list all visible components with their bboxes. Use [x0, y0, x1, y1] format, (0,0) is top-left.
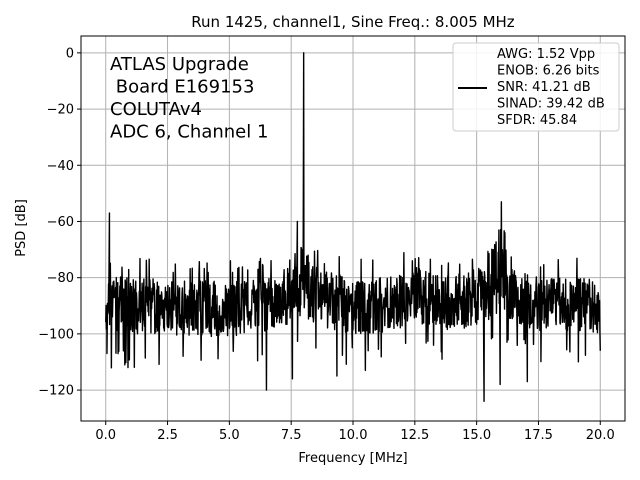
x-tick-label: 0.0 — [95, 428, 116, 443]
y-tick-label: −80 — [47, 271, 74, 286]
y-tick-label: −20 — [47, 103, 74, 118]
chart-title: Run 1425, channel1, Sine Freq.: 8.005 MH… — [191, 13, 515, 31]
y-tick-label: −120 — [38, 384, 74, 399]
x-tick-label: 17.5 — [524, 428, 553, 443]
x-axis-ticks: 0.0 2.5 5.0 7.5 10.0 12.5 15.0 17.5 20.0 — [95, 421, 615, 443]
psd-series-line — [105, 52, 601, 403]
x-tick-label: 15.0 — [462, 428, 491, 443]
plot-area — [105, 52, 601, 403]
x-tick-label: 20.0 — [586, 428, 615, 443]
x-axis-label: Frequency [MHz] — [298, 451, 407, 466]
legend-entry: SNR: 41.21 dB — [497, 80, 591, 95]
y-tick-label: 0 — [66, 46, 74, 61]
annotation-line: ATLAS Upgrade — [110, 54, 249, 75]
y-tick-label: −40 — [47, 159, 74, 174]
x-tick-label: 5.0 — [219, 428, 240, 443]
x-tick-label: 10.0 — [339, 428, 368, 443]
y-axis-label: PSD [dB] — [14, 199, 29, 257]
annotation-line: COLUTAv4 — [110, 99, 202, 120]
y-tick-label: −60 — [47, 215, 74, 230]
legend-entry: AWG: 1.52 Vpp — [497, 47, 595, 62]
annotation-line: Board E169153 — [110, 77, 254, 98]
x-tick-label: 2.5 — [157, 428, 178, 443]
legend-entry: ENOB: 6.26 bits — [497, 64, 600, 79]
series-layer — [105, 52, 601, 403]
annotation-line: ADC 6, Channel 1 — [110, 122, 268, 143]
x-tick-label: 12.5 — [400, 428, 429, 443]
legend-box — [452, 42, 620, 132]
x-tick-label: 7.5 — [281, 428, 302, 443]
y-tick-label: −100 — [38, 327, 74, 342]
y-axis-ticks: 0 −20 −40 −60 −80 −100 −120 — [38, 46, 81, 399]
legend-entry: SFDR: 45.84 — [497, 113, 577, 128]
legend-entry: SINAD: 39.42 dB — [497, 97, 605, 112]
